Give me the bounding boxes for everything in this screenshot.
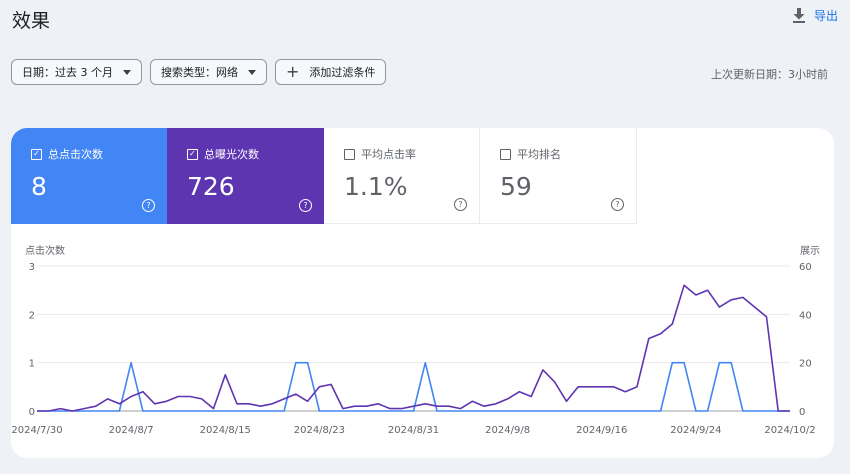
x-tick-label: 2024/9/24 — [670, 425, 721, 436]
search-type-filter-chip[interactable]: 搜索类型：网络 — [150, 59, 267, 85]
add-filter-label: 添加过滤条件 — [309, 66, 376, 79]
metric-total-impressions[interactable]: ✓ 总曝光次数 726 ? — [167, 128, 324, 224]
performance-card: ✓ 总点击次数 8 ? ✓ 总曝光次数 726 ? 平均点击率 1.1% ? 平均排… — [11, 128, 834, 458]
x-tick-label: 2024/10/2 — [764, 425, 815, 436]
filter-bar: 日期：过去 3 个月 搜索类型：网络 + 添加过滤条件 — [11, 59, 387, 85]
metric-value: 59 — [500, 172, 532, 201]
x-tick-label: 2024/7/30 — [11, 425, 62, 436]
y-left-tick-label: 3 — [29, 262, 35, 273]
metric-label: 平均排名 — [517, 148, 561, 161]
metric-label: 平均点击率 — [361, 148, 416, 161]
metric-average-ctr[interactable]: 平均点击率 1.1% ? — [324, 128, 480, 224]
help-icon[interactable]: ? — [454, 198, 467, 211]
last-updated-text: 上次更新日期：3小时前 — [711, 68, 828, 81]
add-filter-button[interactable]: + 添加过滤条件 — [275, 59, 387, 85]
y-right-tick-label: 20 — [799, 359, 812, 370]
plus-icon: + — [286, 62, 300, 81]
y-axis-right-title: 展示 — [800, 245, 820, 257]
checkbox-checked-icon[interactable]: ✓ — [31, 148, 42, 160]
x-tick-label: 2024/8/7 — [109, 425, 154, 436]
search-type-label: 搜索类型：网络 — [161, 66, 238, 79]
chevron-down-icon — [123, 69, 131, 75]
metric-value: 8 — [31, 172, 47, 201]
x-tick-label: 2024/9/16 — [576, 425, 627, 436]
series-line-impressions — [37, 284, 790, 412]
performance-chart[interactable]: 点击次数 展示 0 1 2 3 0 20 40 60 2024/7/30 2024/8/7 2024/8… — [11, 128, 834, 458]
y-right-tick-label: 40 — [799, 310, 812, 321]
checkbox-checked-icon[interactable]: ✓ — [187, 148, 198, 160]
metric-total-clicks[interactable]: ✓ 总点击次数 8 ? — [11, 128, 167, 224]
export-label: 导出 — [813, 9, 838, 23]
metric-value: 1.1% — [344, 172, 408, 201]
checkbox-unchecked-icon[interactable] — [500, 148, 511, 160]
metric-label: 总点击次数 — [48, 148, 103, 161]
page-title: 效果 — [12, 10, 51, 32]
x-tick-label: 2024/8/31 — [388, 425, 439, 436]
y-left-tick-label: 0 — [29, 407, 35, 418]
x-tick-label: 2024/9/8 — [485, 425, 530, 436]
metric-average-position[interactable]: 平均排名 59 ? — [480, 128, 637, 224]
export-button[interactable]: 导出 — [792, 7, 838, 24]
date-filter-chip[interactable]: 日期：过去 3 个月 — [11, 59, 142, 85]
y-left-tick-label: 2 — [29, 310, 35, 321]
metric-label: 总曝光次数 — [204, 148, 259, 161]
checkbox-unchecked-icon[interactable] — [344, 148, 355, 160]
y-left-tick-label: 1 — [29, 359, 35, 370]
help-icon[interactable]: ? — [299, 199, 312, 212]
series-line-clicks — [37, 361, 790, 412]
help-icon[interactable]: ? — [142, 199, 155, 212]
y-right-tick-label: 60 — [799, 262, 812, 273]
chevron-down-icon — [248, 69, 256, 75]
help-icon[interactable]: ? — [611, 198, 624, 211]
y-axis-left-title: 点击次数 — [25, 244, 65, 257]
y-right-tick-label: 0 — [799, 407, 805, 418]
download-icon — [792, 8, 806, 23]
x-tick-label: 2024/8/15 — [200, 425, 251, 436]
date-filter-label: 日期：过去 3 个月 — [22, 66, 113, 79]
x-tick-label: 2024/8/23 — [294, 425, 345, 436]
metric-value: 726 — [187, 172, 235, 201]
